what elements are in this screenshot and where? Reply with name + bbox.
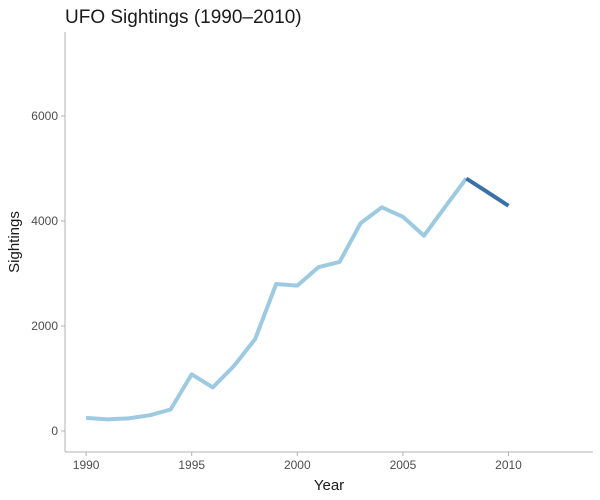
x-axis-title: Year [314,477,344,494]
series-layer [85,176,510,422]
series-line-1 [85,177,468,422]
chart-title: UFO Sightings (1990–2010) [65,7,302,28]
y-tick-label: 2000 [31,319,58,333]
x-tick-label: 2000 [284,458,311,472]
plot-area: 0 2000 4000 6000 1990 1995 2000 2005 2010 [31,32,593,472]
x-tick-label: 2010 [495,458,522,472]
x-tick-label: 2005 [390,458,417,472]
series-line-2 [465,176,510,208]
y-tick-label: 6000 [31,109,58,123]
y-tick-label: 4000 [31,214,58,228]
x-tick-label: 1990 [73,458,100,472]
y-axis-ticks: 0 2000 4000 6000 [31,109,65,438]
y-axis-title: Sightings [6,211,23,273]
x-axis-ticks: 1990 1995 2000 2005 2010 [73,452,522,472]
x-tick-label: 1995 [178,458,205,472]
y-tick-label: 0 [51,424,58,438]
